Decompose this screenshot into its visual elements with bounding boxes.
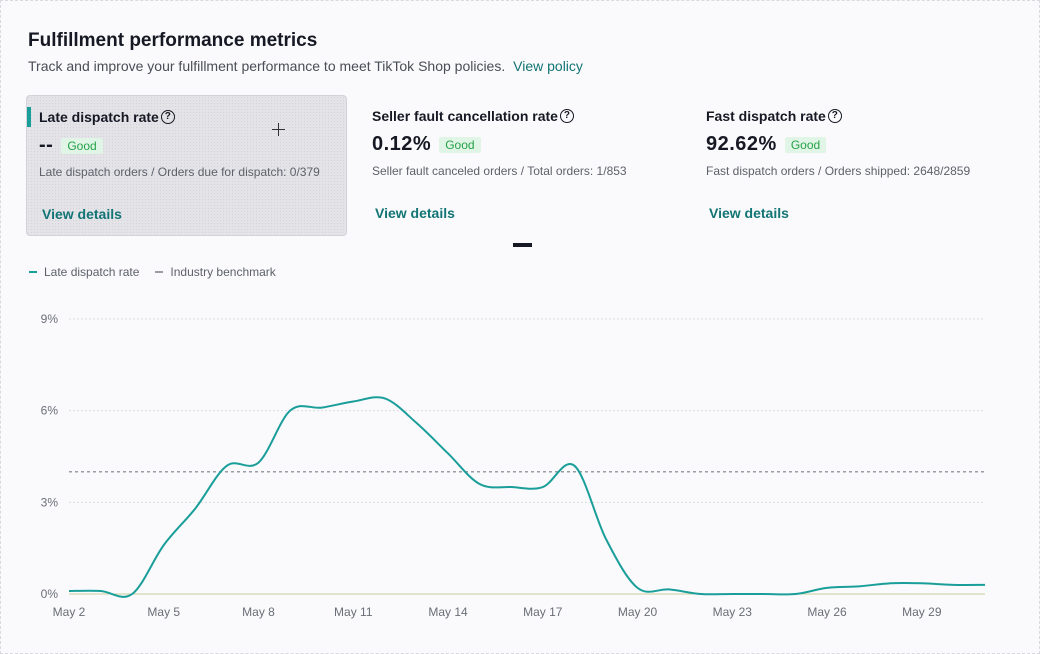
- metric-title-label: Seller fault cancellation rate: [372, 108, 558, 124]
- subtitle-text: Track and improve your fulfillment perfo…: [28, 58, 506, 74]
- metric-description: Seller fault canceled orders / Total ord…: [372, 164, 627, 178]
- metric-card-title: Fast dispatch rate ?: [706, 108, 842, 124]
- chart-legend: Late dispatch rate Industry benchmark: [29, 265, 276, 279]
- help-icon[interactable]: ?: [827, 109, 842, 123]
- page-subtitle: Track and improve your fulfillment perfo…: [28, 58, 583, 74]
- x-tick-label: May 20: [618, 605, 658, 619]
- help-icon[interactable]: ?: [559, 109, 574, 123]
- metric-description: Fast dispatch orders / Orders shipped: 2…: [706, 164, 971, 178]
- metric-value: 92.62%: [706, 133, 777, 155]
- status-badge: Good: [784, 136, 827, 153]
- x-tick-label: May 8: [242, 605, 275, 619]
- status-badge: Good: [439, 136, 481, 153]
- x-tick-label: May 5: [147, 605, 180, 619]
- dash-marker-icon: [513, 243, 532, 247]
- metric-card-seller-fault[interactable]: Seller fault cancellation rate ? 0.12% G…: [360, 95, 681, 236]
- x-tick-label: May 23: [713, 605, 753, 619]
- crosshair-cursor-icon: [272, 123, 285, 136]
- status-badge: Good: [61, 137, 103, 154]
- metric-card-late-dispatch[interactable]: Late dispatch rate ? -- Good Late dispat…: [26, 95, 347, 236]
- metric-value-row: -- Good: [39, 134, 103, 157]
- metric-value-row: 0.12% Good: [372, 133, 481, 156]
- series-line-late-dispatch: [68, 396, 986, 598]
- view-details-link[interactable]: View details: [709, 205, 789, 221]
- legend-benchmark-label[interactable]: Industry benchmark: [170, 265, 276, 279]
- page-title: Fulfillment performance metrics: [28, 30, 318, 51]
- view-policy-link[interactable]: View policy: [513, 58, 583, 74]
- metric-card-fast-dispatch[interactable]: Fast dispatch rate ? 92.62% Good Fast di…: [694, 95, 1015, 236]
- legend-dash-icon: [155, 271, 164, 273]
- view-details-link[interactable]: View details: [42, 206, 122, 222]
- x-tick-label: May 26: [807, 605, 847, 619]
- y-tick-label: 9%: [41, 312, 59, 326]
- late-dispatch-chart: 0% 3% 6% 9% May 2 May 5 May 8 May 11 May 14 May 1…: [41, 312, 986, 619]
- legend-line-icon: [29, 271, 37, 273]
- metric-card-title: Seller fault cancellation rate ?: [372, 108, 574, 124]
- x-tick-label: May 11: [334, 605, 373, 619]
- x-tick-label: May 17: [523, 605, 563, 619]
- y-tick-label: 3%: [41, 495, 59, 509]
- metric-card-title: Late dispatch rate ?: [39, 109, 175, 125]
- active-indicator: [27, 107, 31, 127]
- metric-title-label: Late dispatch rate: [39, 109, 159, 125]
- y-tick-label: 0%: [41, 587, 59, 601]
- x-tick-label: May 14: [428, 605, 468, 619]
- metric-value-row: 92.62% Good: [706, 133, 827, 156]
- y-tick-label: 6%: [41, 404, 59, 418]
- x-tick-label: May 2: [53, 605, 86, 619]
- metric-description: Late dispatch orders / Orders due for di…: [39, 165, 320, 179]
- legend-series-label[interactable]: Late dispatch rate: [44, 265, 140, 279]
- x-tick-label: May 29: [902, 605, 942, 619]
- metric-value: --: [39, 134, 54, 156]
- view-details-link[interactable]: View details: [375, 205, 455, 221]
- metric-title-label: Fast dispatch rate: [706, 108, 826, 124]
- help-icon[interactable]: ?: [160, 110, 175, 124]
- metric-value: 0.12%: [372, 133, 432, 155]
